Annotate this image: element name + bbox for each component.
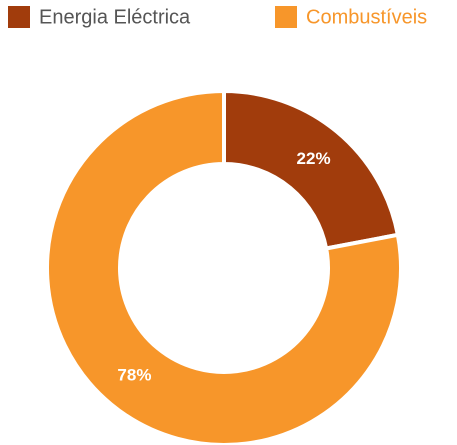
legend-swatch (8, 6, 30, 28)
legend-label: Combustíveis (306, 6, 427, 28)
donut-slice (45, 88, 403, 445)
value-label: 78% (117, 366, 151, 385)
donut-slice (222, 88, 401, 251)
value-label: 22% (297, 149, 331, 168)
legend-label: Energia Eléctrica (39, 6, 191, 28)
legend-swatch (275, 6, 297, 28)
